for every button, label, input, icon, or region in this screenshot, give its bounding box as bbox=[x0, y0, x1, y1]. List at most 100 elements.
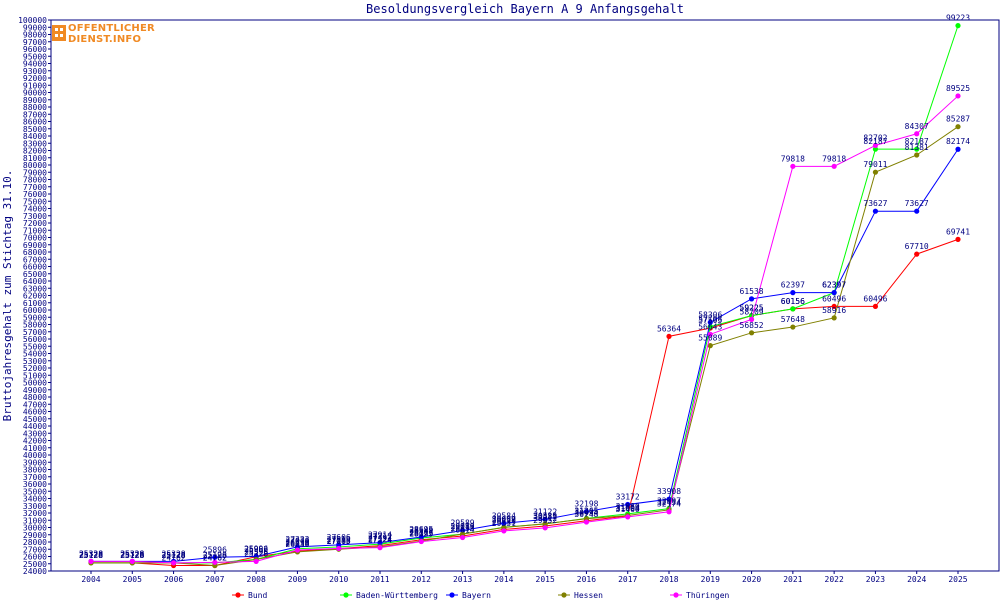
data-label-bund: 29735 bbox=[492, 517, 516, 526]
data-label-hessen: 29998 bbox=[492, 516, 516, 525]
plot-area-frame bbox=[50, 19, 1000, 572]
series-line-th-ringen bbox=[91, 95, 959, 564]
data-point-bayern bbox=[501, 520, 507, 526]
legend-item-bund: Bund bbox=[232, 591, 267, 600]
data-label-hessen: 25596 bbox=[244, 547, 268, 556]
data-label-baden-w-rttemberg: 25128 bbox=[79, 551, 103, 560]
data-point-th-ringen bbox=[625, 514, 631, 520]
data-label-bayern: 25328 bbox=[79, 549, 103, 558]
y-tick-label: 77000 bbox=[23, 183, 47, 192]
data-point-bayern bbox=[418, 534, 424, 540]
data-label-bund: 69741 bbox=[946, 227, 970, 236]
legend-label: Baden-Württemberg bbox=[356, 591, 438, 600]
y-tick-label: 73000 bbox=[23, 212, 47, 221]
y-tick-label: 81000 bbox=[23, 154, 47, 163]
data-label-bund: 25128 bbox=[79, 551, 103, 560]
data-point-th-ringen bbox=[88, 558, 94, 564]
data-label-hessen: 32434 bbox=[657, 498, 681, 507]
data-label-th-ringen: 79818 bbox=[781, 154, 805, 163]
legend: Bund Baden-Württemberg Bayern Hessen Thüring… bbox=[232, 591, 730, 600]
data-point-bund bbox=[831, 303, 837, 310]
y-tick-label: 49000 bbox=[23, 386, 47, 395]
data-label-hessen: 79011 bbox=[863, 160, 887, 169]
data-label-bund: 57505 bbox=[698, 316, 722, 325]
y-tick-label: 90000 bbox=[23, 89, 47, 98]
data-label-hessen: 81381 bbox=[905, 143, 929, 152]
data-label-bayern: 73627 bbox=[863, 199, 887, 208]
data-label-baden-w-rttemberg: 28549 bbox=[409, 526, 433, 535]
chart-title: Besoldungsvergleich Bayern A 9 Anfangsge… bbox=[366, 2, 684, 16]
data-label-bund: 27497 bbox=[368, 534, 392, 543]
data-label-baden-w-rttemberg: 62397 bbox=[822, 281, 846, 290]
data-point-baden-w-rttemberg bbox=[914, 146, 920, 152]
data-label-th-ringen: 82702 bbox=[863, 133, 887, 142]
y-tick-label: 55000 bbox=[23, 342, 47, 351]
data-label-th-ringen: 56643 bbox=[698, 322, 722, 331]
legend-item-bayern: Bayern bbox=[446, 591, 491, 600]
data-label-th-ringen: 79818 bbox=[822, 154, 846, 163]
y-tick-label: 82000 bbox=[23, 147, 47, 156]
legend-item-baden-w-rttemberg: Baden-Württemberg bbox=[340, 591, 438, 600]
data-point-bayern bbox=[542, 516, 548, 522]
y-tick-label: 68000 bbox=[23, 248, 47, 257]
x-tick-label: 2004 bbox=[81, 575, 100, 584]
data-label-th-ringen: 29952 bbox=[533, 516, 557, 525]
data-label-hessen: 25128 bbox=[162, 551, 186, 560]
y-tick-label: 53000 bbox=[23, 357, 47, 366]
data-label-th-ringen: 25328 bbox=[79, 549, 103, 558]
y-tick-label: 64000 bbox=[23, 277, 47, 286]
y-tick-label: 88000 bbox=[23, 103, 47, 112]
data-point-bayern bbox=[336, 542, 342, 548]
data-label-bayern: 62397 bbox=[822, 281, 846, 290]
data-label-bund: 56364 bbox=[657, 324, 681, 333]
data-label-th-ringen: 25328 bbox=[120, 549, 144, 558]
data-label-bund: 31604 bbox=[616, 504, 640, 513]
data-point-th-ringen bbox=[707, 331, 713, 337]
data-point-th-ringen bbox=[583, 519, 590, 525]
data-point-bayern bbox=[666, 496, 672, 502]
data-point-th-ringen bbox=[129, 558, 135, 564]
series-line-hessen bbox=[91, 126, 959, 566]
legend-marker bbox=[343, 592, 349, 598]
data-point-bund bbox=[666, 333, 672, 339]
data-point-th-ringen bbox=[377, 545, 383, 551]
y-tick-label: 46000 bbox=[23, 408, 47, 417]
data-label-th-ringen: 27113 bbox=[327, 536, 351, 545]
x-tick-label: 2006 bbox=[164, 575, 183, 584]
data-label-bund: 30934 bbox=[574, 509, 598, 518]
y-tick-label: 43000 bbox=[23, 429, 47, 438]
data-point-hessen bbox=[955, 124, 961, 130]
series-lines bbox=[88, 23, 961, 569]
data-point-baden-w-rttemberg bbox=[790, 306, 796, 312]
data-point-bayern bbox=[625, 501, 631, 508]
data-label-hessen: 29110 bbox=[451, 522, 475, 531]
y-tick-label: 40000 bbox=[23, 451, 47, 460]
data-point-hessen bbox=[707, 343, 713, 349]
data-label-bayern: 32198 bbox=[574, 500, 598, 509]
legend-label: Hessen bbox=[574, 591, 603, 600]
data-point-th-ringen bbox=[872, 142, 879, 149]
data-label-bayern: 29589 bbox=[451, 518, 475, 527]
y-tick-label: 41000 bbox=[23, 444, 47, 453]
data-label-baden-w-rttemberg: 60156 bbox=[781, 297, 805, 306]
data-point-bayern bbox=[212, 554, 218, 560]
y-tick-label: 75000 bbox=[23, 197, 47, 206]
data-label-hessen: 57648 bbox=[781, 315, 805, 324]
data-label-bayern: 33908 bbox=[657, 487, 681, 496]
data-label-bayern: 31122 bbox=[533, 507, 557, 516]
y-tick-label: 34000 bbox=[23, 495, 47, 504]
y-tick-label: 36000 bbox=[23, 480, 47, 489]
data-label-bayern: 73627 bbox=[905, 199, 929, 208]
legend-marker bbox=[449, 592, 455, 598]
y-tick-label: 47000 bbox=[23, 400, 47, 409]
y-tick-label: 62000 bbox=[23, 292, 47, 301]
data-label-bund: 60496 bbox=[822, 294, 846, 303]
data-point-bund bbox=[914, 251, 920, 257]
data-label-hessen: 28125 bbox=[409, 529, 433, 538]
data-label-hessen: 25128 bbox=[120, 551, 144, 560]
x-tick-label: 2025 bbox=[948, 575, 967, 584]
data-label-bayern: 25996 bbox=[244, 545, 268, 554]
y-tick-label: 28000 bbox=[23, 538, 47, 547]
x-tick-label: 2016 bbox=[577, 575, 596, 584]
data-label-th-ringen: 26890 bbox=[285, 538, 309, 547]
